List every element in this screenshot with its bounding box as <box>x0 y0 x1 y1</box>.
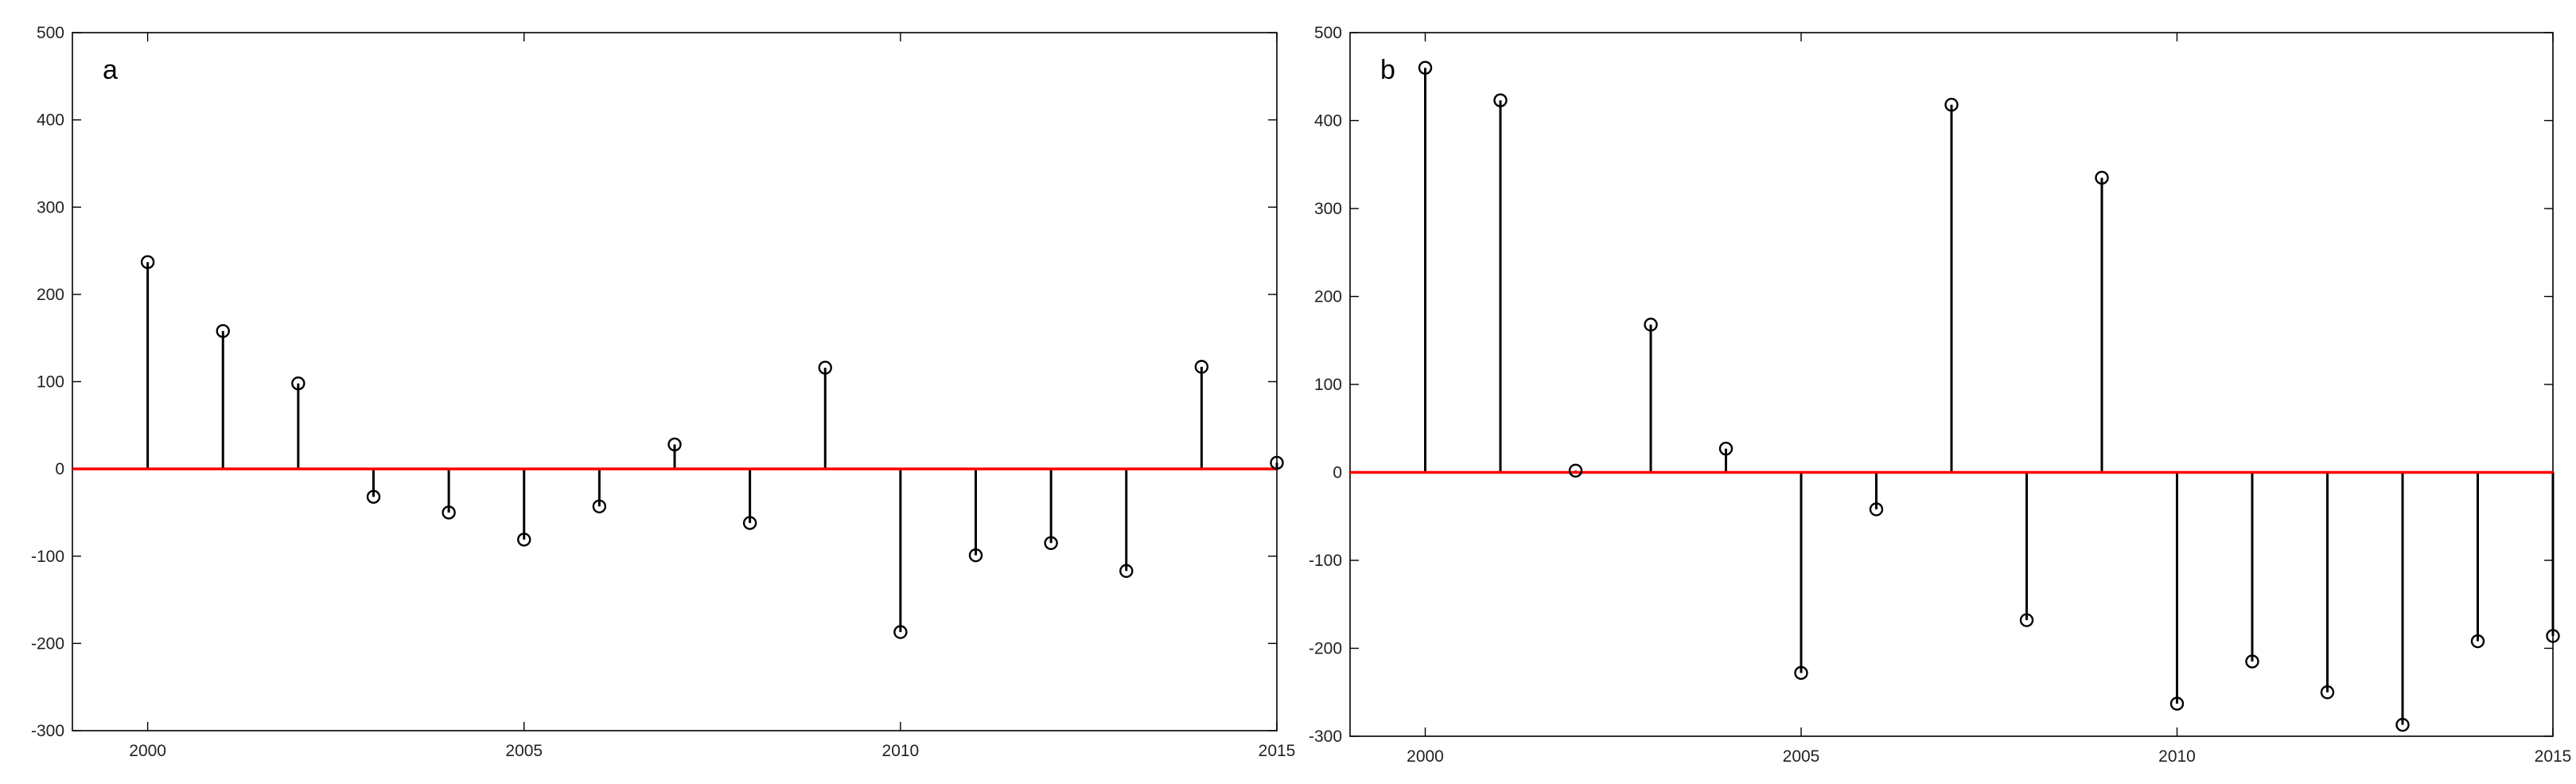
y-tick-label: 500 <box>37 24 64 42</box>
stem-marker-2014 <box>1194 360 1209 374</box>
stem-marker-2002 <box>291 376 305 391</box>
stem-marker-2015 <box>1270 455 1284 470</box>
stem-marker-2011 <box>968 548 983 563</box>
panel-letter: a <box>103 55 118 85</box>
stem-marker-2002 <box>1568 463 1583 478</box>
y-tick-label: -300 <box>31 722 64 740</box>
stem-marker-2015 <box>2546 629 2560 643</box>
stem-marker-2008 <box>742 516 757 530</box>
y-tick-label: 400 <box>37 111 64 130</box>
stem-marker-2005 <box>1794 665 1808 681</box>
stem-marker-2008 <box>2019 613 2034 627</box>
stem-marker-2001 <box>1493 93 1508 107</box>
stem-marker-2005 <box>517 532 531 547</box>
y-tick-label: -300 <box>1309 727 1342 746</box>
y-tick-label: 200 <box>37 286 64 304</box>
y-tick-label: 400 <box>1314 112 1342 131</box>
stem-marker-2012 <box>1044 536 1058 551</box>
stem-marker-2003 <box>366 490 381 504</box>
stem-marker-2009 <box>818 361 832 375</box>
y-tick-label: -200 <box>31 634 64 653</box>
x-tick-label: 2000 <box>1407 747 1444 766</box>
stem-marker-2009 <box>2095 170 2109 185</box>
stem-marker-2010 <box>2169 696 2185 711</box>
y-tick-label: 100 <box>1314 376 1342 394</box>
chart-panel-a: -300 -200 -100 0 100 200 300 400 500 2000 2005 2010… <box>31 24 1295 760</box>
x-tick-label: 2015 <box>2535 747 2572 766</box>
y-tick-label: -100 <box>31 548 64 566</box>
stem-marker-2006 <box>592 499 607 513</box>
y-tick-label: 100 <box>37 373 64 392</box>
stem-marker-2011 <box>2245 654 2259 669</box>
stem-marker-2000 <box>1418 60 1433 75</box>
stem-marker-2013 <box>1119 564 1134 579</box>
y-tick-label: 0 <box>55 460 64 478</box>
x-tick-label: 2005 <box>505 742 543 760</box>
stem-marker-2010 <box>893 625 908 639</box>
stem-marker-2001 <box>216 324 230 338</box>
stem-marker-2003 <box>1644 318 1658 332</box>
stem-marker-2014 <box>2470 634 2485 649</box>
x-tick-label: 2015 <box>1259 742 1296 760</box>
panel-letter: b <box>1380 55 1395 85</box>
y-tick-label: 300 <box>1314 200 1342 218</box>
stem-marker-2004 <box>1718 441 1734 456</box>
stem-marker-2004 <box>442 505 456 520</box>
y-tick-label: 200 <box>1314 288 1342 306</box>
stem-marker-2007 <box>1944 97 1959 112</box>
stem-marker-2012 <box>2320 685 2335 700</box>
stem-marker-2000 <box>140 255 155 270</box>
y-tick-label: -100 <box>1309 552 1342 570</box>
x-tick-label: 2010 <box>882 742 920 760</box>
y-tick-label: 0 <box>1333 464 1342 482</box>
x-tick-label: 2005 <box>1783 747 1820 766</box>
chart-panel-b: -300 -200 -100 0 100 200 300 400 500 2000 2005 2010… <box>1309 24 2571 766</box>
y-tick-label: 500 <box>1314 24 1342 42</box>
stem-marker-2013 <box>2395 717 2410 732</box>
x-tick-label: 2010 <box>2158 747 2196 766</box>
stem-marker-2007 <box>667 437 682 452</box>
y-tick-label: -200 <box>1309 640 1342 658</box>
stem-marker-2006 <box>1869 502 1884 517</box>
x-tick-label: 2000 <box>129 742 166 760</box>
axes-frame <box>72 32 1278 731</box>
y-tick-label: 300 <box>37 198 64 216</box>
